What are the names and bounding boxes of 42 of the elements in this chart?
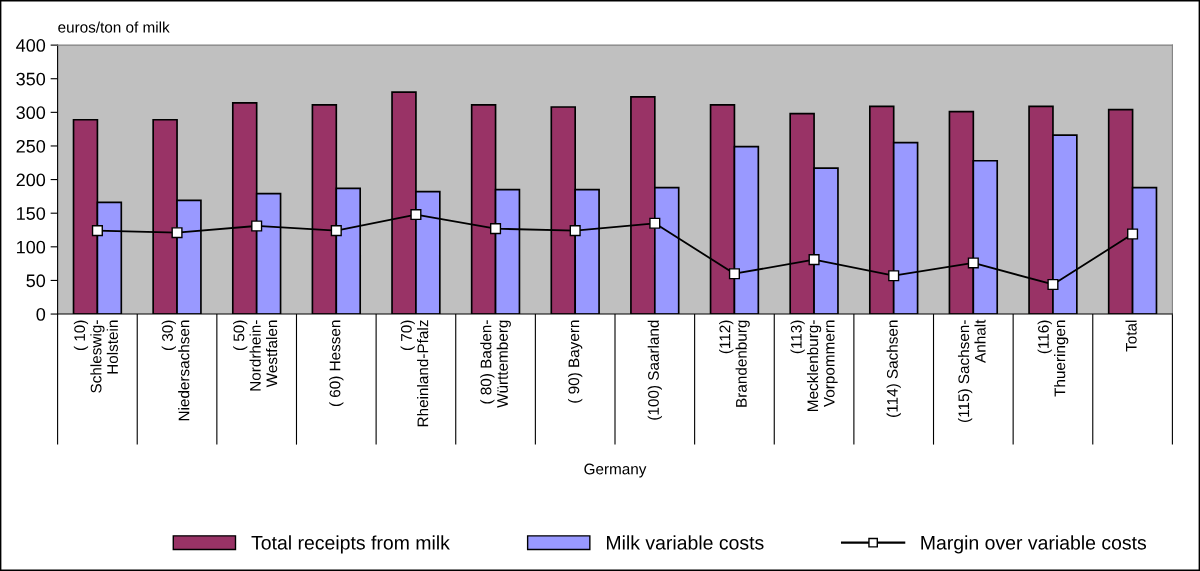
point <box>569 225 581 237</box>
x-tick-label: ( 70) Rheinland-Pfalz <box>400 320 429 427</box>
x-tick-label: ( 30) Niedersachsen <box>161 320 190 421</box>
x-tick-label: ( 10) Schleswig- Holstein <box>73 320 118 393</box>
y-tick-label: 200 <box>16 173 46 187</box>
point <box>251 220 263 232</box>
y-tick-label: 400 <box>16 39 46 52</box>
x-tick-label: Total <box>1125 320 1137 352</box>
x-tick-label: (112) Brandenburg <box>719 320 750 407</box>
x-tick-label: (115) Sachsen- Anhalt <box>957 319 986 422</box>
point <box>330 225 342 237</box>
point <box>490 223 502 235</box>
point <box>808 254 820 266</box>
x-axis-title: Germany <box>584 463 647 478</box>
x-tick-label: ( 90) Bayern <box>568 320 583 403</box>
y-tick-label: 0 <box>36 307 46 321</box>
y-tick-label: 300 <box>16 106 46 120</box>
point <box>1047 278 1059 291</box>
x-tick-label: (114) Sachsen <box>886 320 901 417</box>
x-tick-label: (100) Saarland <box>647 320 662 420</box>
y-axis-title: euros/ton of milk <box>58 21 170 33</box>
point <box>1127 228 1139 240</box>
legend-label: Milk variable costs <box>607 535 764 550</box>
point <box>649 217 661 229</box>
legend-label: Margin over variable costs <box>921 535 1147 554</box>
y-tick-label: 50 <box>26 274 46 288</box>
x-tick-label: ( 60) Hessen <box>329 320 344 407</box>
legend-label: Total receipts from milk <box>251 535 450 554</box>
y-tick-label: 100 <box>17 240 46 254</box>
x-tick-label: ( 80) Baden- Württemberg <box>480 320 511 408</box>
point <box>171 227 183 239</box>
x-tick-label: (113) Mecklenburg- Vorpommern <box>790 320 838 411</box>
point <box>967 257 979 269</box>
point <box>410 208 422 221</box>
x-tick-label: (116) Thueringen <box>1037 320 1069 397</box>
point <box>91 225 103 237</box>
y-tick-label: 350 <box>16 72 46 86</box>
x-tick-label: ( 50) Nordrhein- Westfalen <box>233 320 278 391</box>
y-tick-label: 150 <box>17 207 46 220</box>
point <box>888 270 900 282</box>
y-tick-label: 250 <box>16 139 46 153</box>
point <box>728 268 740 280</box>
